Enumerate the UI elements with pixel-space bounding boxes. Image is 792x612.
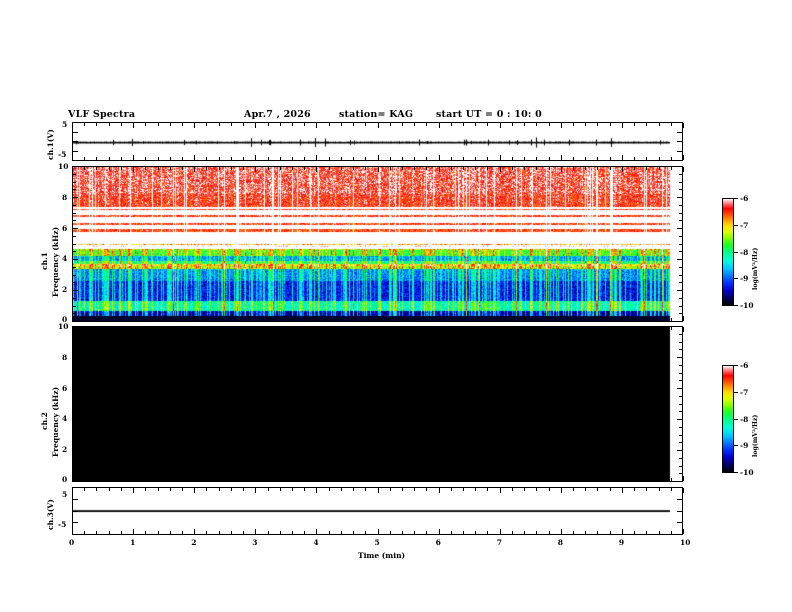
x-tick-label-2: 2 <box>191 538 197 547</box>
ch2-spec-ytick-0: 0 <box>62 475 68 484</box>
colorbar-ch1-label--7: -7 <box>740 220 749 230</box>
ch1-spec-ytick-0: 0 <box>62 315 68 324</box>
colorbar-ch2-tick--8 <box>734 418 738 420</box>
x-tick-label-6: 6 <box>435 538 441 547</box>
x-tick-label-7: 7 <box>496 538 502 547</box>
x-tick-label-0: 0 <box>69 538 75 547</box>
colorbar-ch2-label--7: -7 <box>740 387 749 397</box>
x-tick-label-3: 3 <box>252 538 258 547</box>
ch1-spec-ytick-8: 8 <box>62 193 68 202</box>
ch1-ytick-5: 5 <box>62 120 68 129</box>
colorbar-ch1-tick--7 <box>734 224 738 226</box>
ch2-spec-ytick-8: 8 <box>62 353 68 362</box>
colorbar-ch2-tick--9 <box>734 445 738 447</box>
colorbar-ch1-label--6: -6 <box>740 194 749 203</box>
colorbar-ch2-label--6: -6 <box>740 361 749 370</box>
colorbar-ch1-label: log(mV²/Hz) <box>752 247 759 290</box>
ch1-waveform-ylabel: ch.1(V) <box>46 129 55 160</box>
ch1-spec-ytick-10: 10 <box>58 162 69 171</box>
colorbar-ch1-tick--9 <box>734 278 738 280</box>
colorbar-ch1-tick--10 <box>734 305 738 306</box>
ch1-spec-ytick-6: 6 <box>62 224 68 233</box>
start-ut-label: start UT = 0 : 10: 0 <box>436 109 542 120</box>
ch1-spec-ytick-4: 4 <box>62 254 68 263</box>
colorbar-ch2-label--10: -10 <box>740 468 754 477</box>
ch2-spec-ylabel-line2: Frequency (kHz) <box>51 386 60 457</box>
ch1-spec-ylabel-line1: ch.1 <box>40 252 49 270</box>
figure-title: VLF Spectra <box>68 109 136 120</box>
colorbar-ch2-tick--7 <box>734 391 738 393</box>
ch3-waveform-ylabel: ch.3(V) <box>46 499 55 530</box>
colorbar-ch1-label--10: -10 <box>740 301 754 310</box>
x-tick-label-8: 8 <box>557 538 564 547</box>
ch1-spec-ylabel-line2: Frequency (kHz) <box>51 226 60 297</box>
ch3-waveform-panel <box>72 487 683 535</box>
ch3-ytick-5: 5 <box>62 490 68 499</box>
x-axis-label: Time (min) <box>358 551 406 560</box>
colorbar-ch1-label--8: -8 <box>740 247 749 257</box>
ch2-spec-ylabel-line1: ch.2 <box>40 412 49 430</box>
ch3-ytick-minus5: -5 <box>58 520 67 529</box>
ch1-spectrogram-panel <box>72 166 683 322</box>
ch1-ytick-minus5: -5 <box>58 150 67 159</box>
ch2-spec-ytick-10: 10 <box>58 322 69 331</box>
x-tick-label-4: 4 <box>313 538 319 547</box>
ch1-waveform-panel <box>72 122 683 161</box>
colorbar-ch1 <box>722 198 734 306</box>
x-tick-label-5: 5 <box>374 538 380 547</box>
ch2-spec-ytick-4: 4 <box>62 414 68 423</box>
x-tick-label-10: 10 <box>680 538 691 547</box>
ch2-spec-ytick-6: 6 <box>62 384 68 393</box>
colorbar-ch2-tick--10 <box>734 472 738 473</box>
colorbar-ch2-label--9: -9 <box>740 441 749 451</box>
colorbar-ch2-tick--6 <box>734 365 738 366</box>
ch2-spectrogram-panel <box>72 326 683 482</box>
ch1-spec-ytick-2: 2 <box>62 285 68 294</box>
observation-date: Apr.7 , 2026 <box>244 109 311 120</box>
colorbar-ch2-label: log(mV²/Hz) <box>752 414 759 457</box>
colorbar-ch2-label--8: -8 <box>740 414 749 424</box>
x-tick-label-9: 9 <box>618 538 625 547</box>
ch2-spec-ytick-2: 2 <box>62 445 68 454</box>
colorbar-ch1-label--9: -9 <box>740 274 749 284</box>
colorbar-ch2 <box>722 365 734 473</box>
station-label: station= KAG <box>339 109 414 120</box>
colorbar-ch1-tick--8 <box>734 251 738 253</box>
x-tick-label-1: 1 <box>130 538 136 547</box>
colorbar-ch1-tick--6 <box>734 198 738 199</box>
